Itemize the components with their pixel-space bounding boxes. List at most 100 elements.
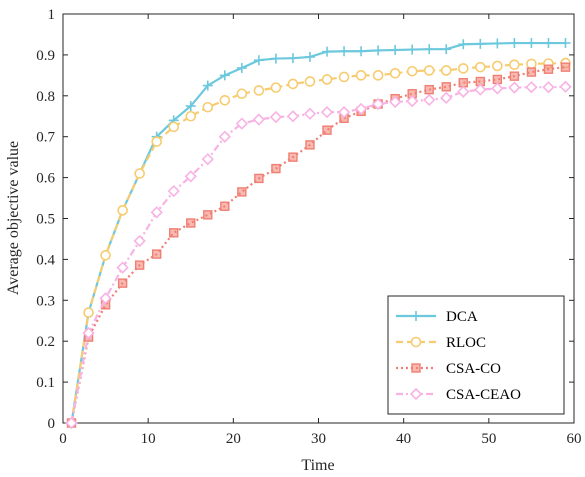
data-point bbox=[526, 38, 537, 49]
data-point bbox=[441, 44, 452, 55]
y-tick-label: 0.7 bbox=[36, 130, 55, 146]
data-point bbox=[185, 101, 196, 112]
data-point bbox=[270, 82, 282, 93]
data-point bbox=[440, 91, 453, 104]
data-point bbox=[441, 82, 451, 92]
data-point bbox=[356, 46, 367, 57]
y-tick-label: 0.3 bbox=[36, 293, 55, 309]
data-point bbox=[354, 102, 368, 116]
data-point bbox=[474, 83, 487, 96]
x-tick-label: 20 bbox=[226, 431, 241, 447]
data-point bbox=[117, 205, 128, 216]
series-csa-ceao bbox=[65, 80, 572, 430]
x-tick-label: 60 bbox=[567, 431, 582, 447]
data-point bbox=[492, 38, 503, 49]
data-point bbox=[237, 187, 247, 197]
data-point bbox=[254, 173, 264, 184]
data-point bbox=[475, 61, 486, 73]
data-point bbox=[151, 136, 162, 147]
data-point bbox=[235, 117, 248, 130]
data-point bbox=[458, 39, 469, 50]
legend-label: RLOC bbox=[446, 335, 486, 351]
data-point bbox=[287, 78, 299, 90]
data-point bbox=[525, 81, 538, 94]
data-point bbox=[219, 70, 230, 81]
data-point bbox=[457, 63, 469, 74]
data-point bbox=[371, 97, 385, 111]
data-point bbox=[526, 67, 537, 77]
data-point bbox=[168, 121, 180, 133]
legend: DCA RLOC CSA-CO CSA-CEAO bbox=[387, 295, 565, 415]
data-point bbox=[321, 74, 333, 85]
data-point bbox=[423, 65, 435, 76]
data-point bbox=[288, 152, 298, 162]
data-point bbox=[559, 80, 572, 93]
data-point bbox=[203, 210, 213, 220]
data-point bbox=[389, 95, 402, 109]
legend-label: CSA-CO bbox=[446, 361, 501, 377]
y-axis-label: Average objective value bbox=[5, 141, 22, 295]
data-point bbox=[304, 51, 315, 62]
data-point bbox=[286, 110, 300, 123]
series-layer bbox=[65, 38, 572, 430]
data-point bbox=[167, 184, 180, 198]
data-point bbox=[372, 70, 384, 81]
x-tick-label: 40 bbox=[396, 431, 411, 447]
data-point bbox=[406, 65, 418, 77]
data-point bbox=[287, 53, 298, 64]
data-point bbox=[543, 64, 554, 74]
data-point bbox=[236, 62, 247, 73]
data-point bbox=[236, 88, 248, 100]
data-point bbox=[99, 292, 112, 305]
data-point bbox=[542, 81, 555, 94]
series-line bbox=[70, 85, 566, 424]
data-point bbox=[491, 82, 504, 95]
legend-marker bbox=[410, 336, 422, 348]
y-tick-label: 0.4 bbox=[36, 252, 55, 268]
data-point bbox=[509, 71, 520, 81]
data-point bbox=[339, 46, 350, 57]
data-point bbox=[424, 84, 434, 95]
y-tick-label: 1 bbox=[48, 7, 56, 23]
data-point bbox=[304, 76, 316, 87]
x-tick-label: 30 bbox=[311, 431, 326, 447]
x-axis-label: Time bbox=[301, 457, 334, 474]
data-point bbox=[219, 94, 231, 106]
legend-label: DCA bbox=[446, 309, 478, 325]
data-point bbox=[271, 163, 281, 174]
y-axis: 0 0.1 0.2 0.3 0.4 0.5 0.6 0.7 0.8 0.9 1 bbox=[36, 7, 574, 432]
data-point bbox=[117, 278, 128, 288]
data-point bbox=[185, 110, 197, 122]
data-point bbox=[509, 59, 520, 71]
data-point bbox=[100, 250, 111, 261]
y-tick-label: 0 bbox=[48, 416, 56, 432]
data-point bbox=[322, 46, 333, 57]
data-point bbox=[320, 106, 334, 119]
data-point bbox=[253, 85, 265, 96]
data-point bbox=[492, 74, 503, 85]
data-point bbox=[201, 153, 214, 166]
data-point bbox=[202, 101, 214, 113]
y-tick-label: 0.5 bbox=[36, 212, 55, 228]
data-point bbox=[373, 45, 384, 56]
legend-marker bbox=[409, 387, 423, 401]
x-axis: 0 10 20 30 40 50 60 bbox=[59, 14, 582, 447]
legend-marker bbox=[411, 363, 421, 373]
data-point bbox=[492, 60, 503, 72]
legend-marker bbox=[411, 311, 421, 321]
data-point bbox=[440, 65, 452, 76]
data-point bbox=[65, 416, 78, 430]
data-point bbox=[252, 113, 266, 126]
data-point bbox=[303, 107, 317, 120]
data-point bbox=[133, 234, 146, 248]
data-point bbox=[270, 53, 281, 64]
data-point bbox=[220, 201, 230, 211]
y-tick-label: 0.1 bbox=[36, 375, 55, 391]
y-tick-label: 0.8 bbox=[36, 89, 55, 105]
data-point bbox=[169, 228, 179, 238]
data-point bbox=[457, 85, 470, 98]
legend-label: CSA-CEAO bbox=[446, 387, 521, 403]
data-point bbox=[560, 62, 571, 72]
data-point bbox=[253, 55, 264, 66]
data-point bbox=[526, 58, 537, 70]
